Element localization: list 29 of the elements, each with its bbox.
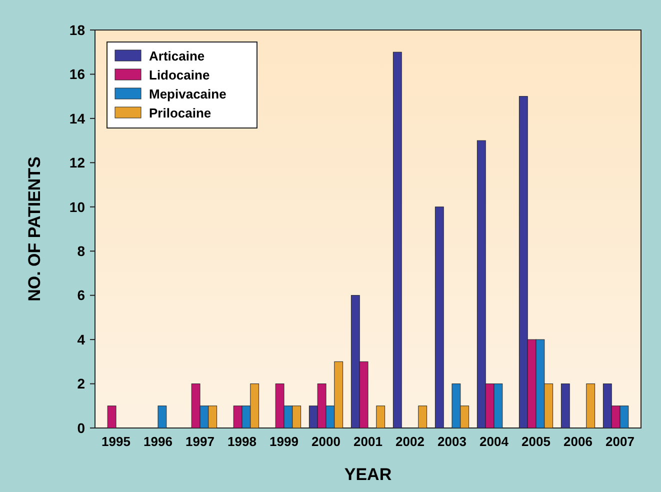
y-tick-label: 4 [77, 331, 86, 348]
y-tick-label: 14 [69, 110, 86, 126]
x-tick-label: 2001 [354, 434, 382, 449]
y-tick-label: 16 [69, 66, 86, 82]
x-tick-label: 1997 [186, 434, 214, 449]
y-tick-label: 10 [69, 198, 86, 215]
x-tick-label: 2005 [522, 434, 550, 449]
y-axis-title: NO. OF PATIENTS [25, 156, 44, 302]
legend-label: Lidocaine [149, 68, 210, 83]
x-tick-label: 2004 [480, 434, 510, 449]
y-tick-label: 8 [77, 243, 86, 260]
x-tick-label: 2000 [312, 434, 340, 449]
x-tick-label: 1999 [270, 434, 298, 449]
x-tick-label: 2007 [606, 434, 634, 449]
x-tick-label: 2006 [564, 434, 592, 449]
legend-label: Prilocaine [149, 106, 212, 121]
y-tick-label: 12 [69, 154, 86, 171]
x-tick-label: 2002 [396, 434, 424, 449]
legend-label: Articaine [149, 48, 205, 64]
x-tick-label: 1995 [102, 434, 130, 449]
y-tick-label: 6 [77, 287, 86, 304]
y-tick-label: 0 [77, 420, 86, 436]
x-axis-title: YEAR [344, 465, 392, 484]
x-tick-label: 1996 [144, 434, 172, 449]
legend-label: Mepivacaine [149, 86, 226, 102]
y-tick-label: 18 [69, 22, 86, 38]
x-tick-label: 2003 [438, 434, 466, 449]
y-tick-label: 2 [77, 376, 86, 392]
x-tick-label: 1998 [228, 434, 256, 449]
